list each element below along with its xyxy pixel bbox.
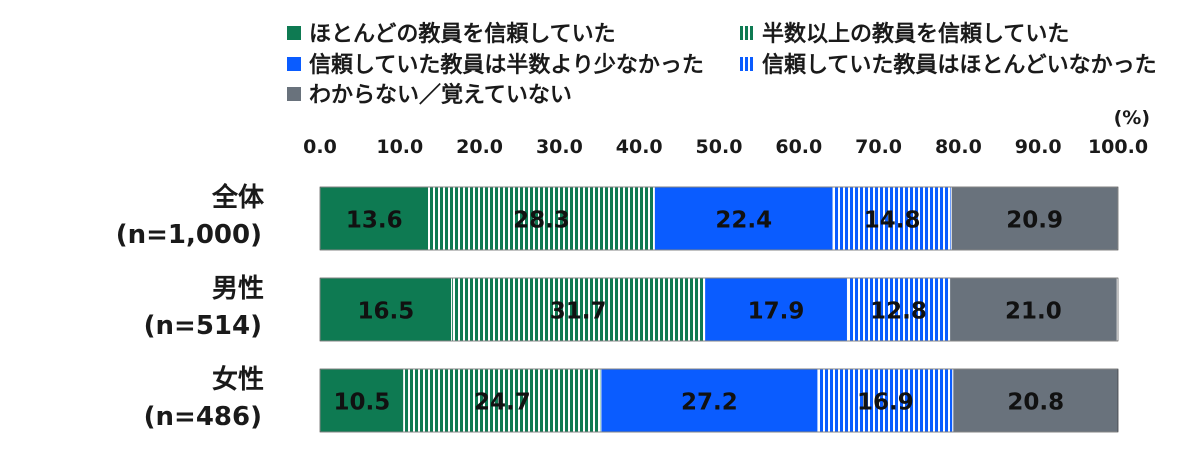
legend-swatch [287,87,301,101]
tick-label: 50.0 [696,136,743,158]
legend-label: 信頼していた教員はほとんどいなかった [762,52,1157,78]
data-label: 12.8 [870,299,927,325]
bar-outline [319,186,1119,251]
bar-segment [403,368,602,433]
legend-label: ほとんどの教員を信頼していた [309,21,616,47]
category-label: 全体 [211,182,265,213]
legend-label: 半数以上の教員を信頼していた [762,21,1069,47]
legend-swatch [740,26,754,40]
tick-label: 20.0 [456,136,503,158]
legend-swatch [740,57,754,71]
bar-segment [949,277,1118,342]
bar-segment [600,368,819,433]
data-label: 22.4 [715,208,772,234]
tick-label: 30.0 [536,136,583,158]
data-label: 14.8 [864,208,921,234]
bar-outline [319,277,1119,342]
data-label: 10.5 [334,390,391,416]
axis-ticks: 0.0 10.0 20.0 30.0 40.0 50.0 60.0 70.0 80.0 90.0 1… [303,136,1148,158]
category-sample-size: (n=1,000) [116,220,262,250]
data-label: 24.7 [474,390,531,416]
bar-segment [704,277,848,342]
tick-label: 90.0 [1015,136,1062,158]
data-label: 28.3 [513,208,570,234]
legend: ほとんどの教員を信頼していた 半数以上の教員を信頼していた信頼していた教員は半数よ… [287,21,1157,108]
data-label: 31.7 [550,299,607,325]
bar-segment [451,277,706,342]
data-label: 17.9 [748,299,805,325]
bar-segment [319,277,453,342]
category-sample-size: (n=514) [144,311,262,341]
category-label: 男性 [212,274,264,304]
category-label: 女性 [212,364,264,395]
data-label: 20.8 [1007,390,1064,416]
data-label: 16.9 [857,390,914,416]
bar-segment [817,368,954,433]
data-label: 20.9 [1006,208,1063,234]
legend-label: わからない／覚えていない [309,82,572,108]
unit-label: (%) [1114,107,1150,129]
bar-segment [846,277,951,342]
data-label: 21.0 [1005,299,1062,325]
bar-segment [832,186,952,251]
tick-label: 70.0 [855,136,902,158]
legend-label: 信頼していた教員は半数より少なかった [309,52,704,78]
bar-segment [319,186,430,251]
tick-label: 10.0 [376,136,423,158]
tick-label: 60.0 [775,136,822,158]
bar-segment [950,186,1119,251]
tick-label: 40.0 [616,136,663,158]
category-labels: 全体 (n=1,000) 男性 (n=514) 女性 (n=486) [116,182,265,432]
category-sample-size: (n=486) [144,402,262,432]
tick-label: 0.0 [303,136,337,158]
bar-outline [319,368,1119,433]
data-label: 13.6 [346,208,403,234]
legend-swatch [287,57,301,71]
data-label: 27.2 [681,390,738,416]
bar-segment [952,368,1120,433]
bar-segment [428,186,655,251]
bars: 13.6 28.3 22.4 14.8 20.9 16.5 31.7 17.9 12.8 21.0… [319,186,1120,433]
tick-label: 100.0 [1088,136,1148,158]
data-label: 16.5 [357,299,414,325]
tick-label: 80.0 [935,136,982,158]
legend-swatch [287,26,301,40]
